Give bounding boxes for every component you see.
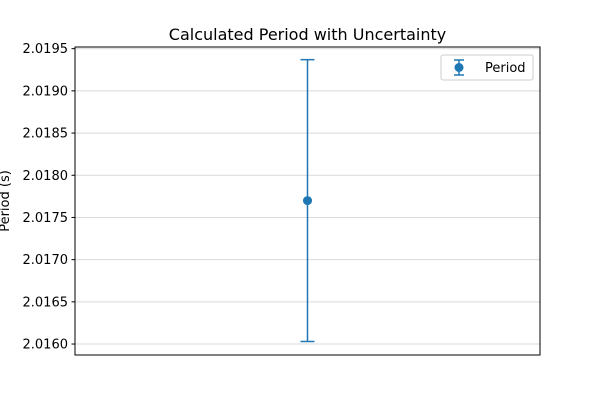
y-tick-label: 2.0180 (23, 169, 69, 184)
y-tick-label: 2.0165 (23, 295, 69, 310)
y-tick-label: 2.0175 (23, 211, 69, 226)
data-marks (300, 58, 315, 343)
y-tick-label: 2.0170 (23, 253, 69, 268)
legend-box (440, 54, 534, 81)
legend: Period (440, 54, 534, 81)
y-tick-label: 2.0160 (23, 338, 69, 353)
data-point (303, 196, 312, 206)
y-axis-label: Period (s) (0, 170, 13, 232)
chart-title: Calculated Period with Uncertainty (169, 25, 446, 44)
y-tick-label: 2.0185 (23, 127, 69, 142)
legend-marker (454, 63, 464, 72)
plot-frame (74, 46, 541, 356)
legend-label: Period (485, 61, 526, 76)
y-axis: 2.0160 2.0165 2.0170 2.0175 2.0180 2.0185 2.01… (23, 42, 75, 353)
y-tick-label: 2.0195 (23, 42, 69, 57)
y-tick-label: 2.0190 (23, 84, 69, 99)
